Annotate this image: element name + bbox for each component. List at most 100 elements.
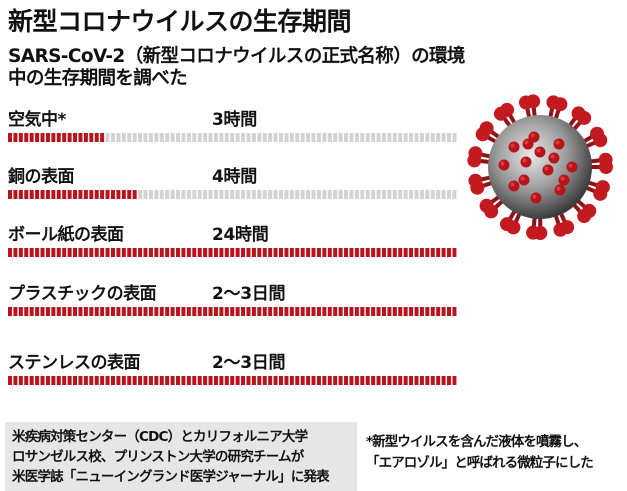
bar-segment-empty [192,133,197,142]
bar-segment-filled [289,248,294,257]
bar-segment-filled [387,307,392,316]
bar-segment-empty [176,133,181,142]
bar-segment-filled [284,248,289,257]
bar-segment-empty [284,133,289,142]
bar-segment-empty [381,133,386,142]
bar-segment-filled [208,248,213,257]
bar-segment-filled [436,248,441,257]
bar-segment-filled [289,307,294,316]
bar-segment-filled [62,248,67,257]
bar-segment-filled [143,248,148,257]
bar-segment-filled [241,307,246,316]
bar-segment-filled [381,307,386,316]
bar-segment-filled [89,307,94,316]
bar-segment-empty [154,133,159,142]
bar-segment-filled [94,376,99,385]
bar-segment-filled [360,376,365,385]
bar-segment-empty [170,133,175,142]
bar-segment-filled [181,248,186,257]
bar-segment-filled [333,376,338,385]
bar-segment-filled [29,376,34,385]
bar-segment-filled [279,307,283,316]
bar-segment-empty [219,190,224,199]
bar-segment-filled [376,376,381,385]
bar-segment-filled [197,376,202,385]
bar-segment-filled [279,376,283,385]
bar-segment-filled [354,248,359,257]
bar-segment-empty [447,190,452,199]
bar-segment-filled [56,133,61,142]
bar-segment-empty [295,190,300,199]
bar-segment-filled [186,307,191,316]
bar-segment-empty [425,190,430,199]
bar-segment-filled [45,190,50,199]
bar-segment-filled [235,307,240,316]
bar-segment-filled [148,248,153,257]
bar-segment-filled [29,248,34,257]
page-title: 新型コロナウイルスの生存期間 [8,7,352,36]
bar-segment-filled [409,307,414,316]
bar-segment-filled [159,376,164,385]
bar-segment-empty [138,133,143,142]
bar-segment-filled [447,307,452,316]
bar-segment-empty [300,133,305,142]
bar-segment-filled [203,248,208,257]
bar-segment-filled [143,307,148,316]
bar-segment-filled [392,248,397,257]
bar-segment-filled [121,307,126,316]
bar-segment-empty [365,190,370,199]
bar-segment-filled [40,376,45,385]
bar-segment-filled [45,376,50,385]
bar-segment-filled [327,248,332,257]
bar-segment-filled [360,307,365,316]
category-label: 銅の表面 [8,166,74,187]
bar-segment-empty [436,133,441,142]
bar-segment-filled [116,307,121,316]
bar-segment-filled [447,376,452,385]
bar-segment-empty [203,190,208,199]
bar-segment-empty [441,190,446,199]
bar-segment-filled [354,307,359,316]
bar-segment-filled [56,190,61,199]
bar-segment-filled [110,376,115,385]
bar-segment-filled [62,190,67,199]
bar-segment-empty [430,133,435,142]
bar-segment-filled [322,376,327,385]
bar-segment-filled [159,307,164,316]
bar-segment-empty [219,133,224,142]
bar-segment-filled [83,133,88,142]
bar-segment-empty [452,133,457,142]
bar-segment-filled [176,376,181,385]
bar-segment-filled [273,376,278,385]
bar-segment-filled [170,248,175,257]
bar-segment-filled [344,307,349,316]
bar-segment-filled [441,248,446,257]
bar-segment-filled [110,307,115,316]
bar-segment-empty [251,133,256,142]
bar-segment-filled [94,133,99,142]
bar-segment-filled [338,307,343,316]
bar-segment-filled [273,248,278,257]
bar-segment-filled [392,376,397,385]
bar-segment-filled [365,376,370,385]
bar-segment-empty [268,133,273,142]
bar-segment-filled [8,133,12,142]
bar-segment-filled [132,190,137,199]
bar-segment-empty [279,133,283,142]
bar-segment-empty [441,133,446,142]
bar-segment-filled [132,376,137,385]
bar-segment-filled [62,133,67,142]
bar-segment-empty [333,190,338,199]
bar-segment-filled [430,307,435,316]
bar-segment-filled [419,376,424,385]
bar-segment-empty [197,190,202,199]
bar-segment-filled [45,248,50,257]
bar-segment-filled [430,248,435,257]
bar-segment-empty [316,190,321,199]
bar-segment-filled [452,376,457,385]
bar-segment-empty [203,133,208,142]
bar-segment-empty [376,133,381,142]
bar-segment-empty [289,133,294,142]
bar-row [8,307,457,316]
bar-segment-filled [148,307,153,316]
